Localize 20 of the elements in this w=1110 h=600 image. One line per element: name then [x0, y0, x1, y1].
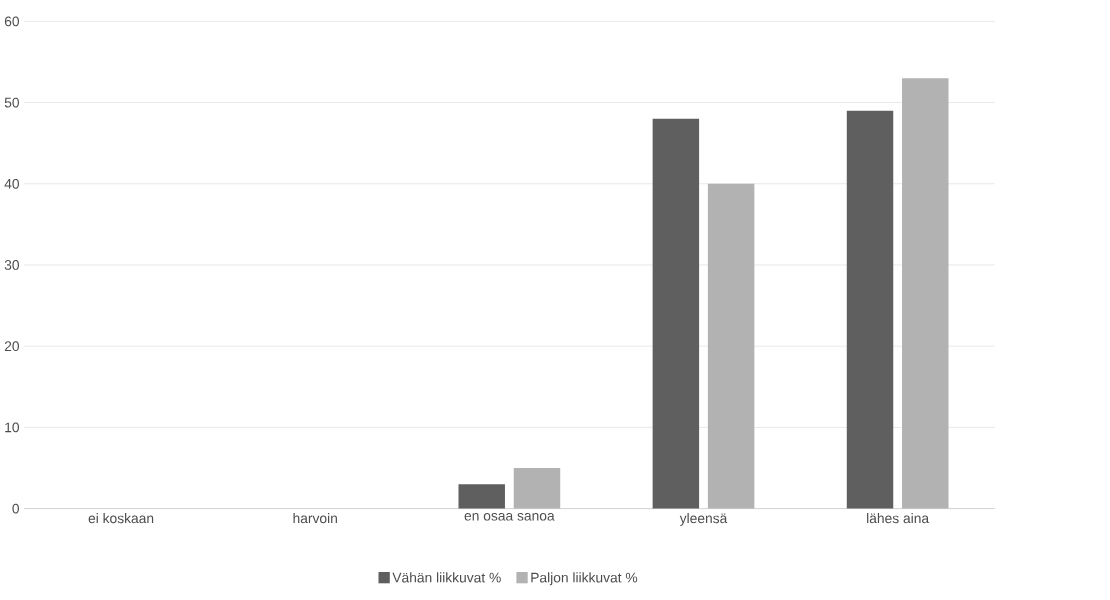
y-tick-label: 60	[4, 16, 19, 27]
x-tick-label: en osaa sanoa	[464, 513, 555, 521]
bar	[513, 468, 561, 509]
y-tick-label: 40	[4, 178, 19, 189]
legend-label: Vähän liikkuvat %	[392, 572, 501, 583]
x-tick-label: yleensä	[679, 513, 728, 526]
x-tick-label: lähes aina	[867, 513, 930, 524]
y-tick-label: 50	[4, 97, 19, 108]
bar	[902, 78, 949, 509]
bar	[846, 110, 894, 509]
bar	[652, 118, 700, 509]
y-tick-label: 20	[4, 341, 19, 352]
x-tick-label: ei koskaan	[88, 513, 154, 524]
y-tick-label: 30	[4, 260, 19, 270]
x-tick-label: harvoin	[293, 513, 337, 524]
legend-label: Paljon liikkuvat %	[531, 572, 638, 586]
bar	[458, 484, 505, 509]
y-tick-label: 10	[5, 422, 19, 433]
bar	[707, 183, 755, 509]
y-tick-label: 0	[12, 503, 20, 514]
